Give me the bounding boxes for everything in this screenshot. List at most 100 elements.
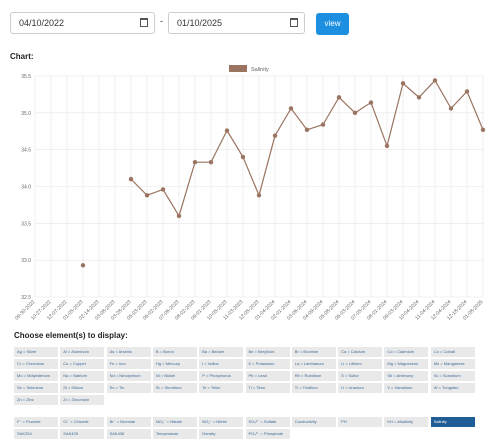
calendar-icon	[140, 18, 148, 27]
point	[400, 81, 406, 86]
element-button[interactable]: SAK405	[60, 429, 105, 439]
view-button[interactable]: view	[316, 13, 349, 35]
element-button[interactable]: Ag = Silver	[14, 347, 58, 357]
element-button[interactable]: Fe = Iron	[106, 359, 151, 369]
element-button[interactable]: S = Sulfur	[338, 371, 383, 381]
element-button[interactable]: Density	[199, 429, 244, 439]
element-button[interactable]: Ni = Nickel	[152, 371, 197, 381]
calendar-icon	[290, 18, 298, 27]
point	[368, 100, 374, 105]
element-button[interactable]: Conductivity	[291, 417, 336, 427]
element-button[interactable]: Zr = Zirconium	[60, 395, 105, 405]
element-button[interactable]: Sr = Strontium	[152, 383, 197, 393]
point	[256, 193, 262, 198]
element-button[interactable]: Br⁻ = Bromide	[106, 417, 151, 427]
start-date-input[interactable]: 04/10/2022	[10, 12, 155, 34]
element-button[interactable]: Mn = Manganese	[430, 359, 475, 369]
element-button[interactable]: La = Lanthanum	[291, 359, 336, 369]
element-button[interactable]: Zn = Zinc	[14, 395, 58, 405]
y-tick-label: 35.0	[21, 111, 31, 117]
point	[272, 133, 278, 138]
element-button[interactable]: Cd = Cadmium	[384, 347, 429, 357]
element-button[interactable]: Al = Aluminum	[60, 347, 105, 357]
element-button[interactable]: B = Boron	[152, 347, 197, 357]
element-button[interactable]: PH	[338, 417, 383, 427]
element-button[interactable]: Tl = Thallium	[291, 383, 336, 393]
point	[336, 95, 342, 100]
element-button[interactable]: Ba = Barium	[199, 347, 244, 357]
element-button[interactable]: Salinity	[430, 417, 475, 427]
legend-label: Salinity	[251, 67, 269, 73]
element-button[interactable]: Sc = Scandium	[430, 371, 475, 381]
point	[224, 128, 230, 133]
element-button[interactable]: Ti = Titan	[245, 383, 290, 393]
point	[304, 127, 310, 132]
element-button[interactable]: Rb = Rubidium	[291, 371, 336, 381]
point	[384, 143, 390, 149]
point	[208, 159, 214, 165]
element-button[interactable]: Br = Bromine	[291, 347, 336, 357]
point	[176, 213, 182, 219]
point	[352, 110, 358, 116]
point	[160, 187, 166, 192]
element-button[interactable]: I = Iodine	[199, 359, 244, 369]
point	[192, 159, 198, 165]
end-date: 01/10/2025	[177, 18, 223, 28]
point	[448, 106, 454, 111]
element-button[interactable]: Na = Natrium	[60, 371, 105, 381]
element-button[interactable]: P = Phosphorus	[199, 371, 244, 381]
element-button[interactable]: Mg = Magnesium	[384, 359, 429, 369]
point	[144, 193, 150, 198]
point	[480, 127, 486, 132]
element-button[interactable]: F⁻ = Fluoride	[14, 417, 58, 427]
element-button[interactable]: K = Potassium	[245, 359, 290, 369]
element-button[interactable]: SO₄²⁻ = Sulfate	[245, 417, 290, 427]
point	[240, 154, 246, 160]
element-button[interactable]: V = Vanadium	[384, 383, 429, 393]
element-button[interactable]: Nd = Neodymium	[106, 371, 151, 381]
point	[320, 122, 326, 127]
element-button[interactable]: Ca = Calcium	[338, 347, 383, 357]
element-button[interactable]: Sb = Antimony	[384, 371, 429, 381]
separator: -	[160, 16, 163, 26]
point	[416, 95, 422, 100]
start-date: 04/10/2022	[19, 18, 65, 28]
y-tick-label: 32.5	[21, 295, 31, 301]
chart: 32.533.033.534.034.535.035.509-30-202210…	[14, 65, 486, 322]
element-button[interactable]: Se = Selenium	[14, 383, 58, 393]
element-button[interactable]: Sn = Tin	[106, 383, 151, 393]
element-button[interactable]: Si = Silicon	[60, 383, 105, 393]
element-button[interactable]: NO₂⁻ = Nitrite	[199, 417, 244, 427]
element-button[interactable]: As = Arsenic	[106, 347, 151, 357]
element-button[interactable]: Be = Beryllium	[245, 347, 290, 357]
element-button[interactable]: SAK254	[14, 429, 58, 439]
elements-heading: Choose element(s) to display:	[14, 331, 128, 340]
y-tick-label: 35.5	[21, 74, 31, 80]
point	[80, 263, 86, 268]
element-button[interactable]: Cr = Chromium	[14, 359, 58, 369]
element-button[interactable]: U = Uranium	[338, 383, 383, 393]
chart-heading: Chart:	[10, 52, 34, 61]
element-button[interactable]: Pb = Lead	[245, 371, 290, 381]
element-button[interactable]: W = Tungsten	[430, 383, 475, 393]
element-button[interactable]: Cu = Copper	[60, 359, 105, 369]
y-tick-label: 33.5	[21, 221, 31, 227]
element-button[interactable]: Co = Cobalt	[430, 347, 475, 357]
element-button[interactable]: SAK436	[106, 429, 151, 439]
element-button[interactable]: Cl⁻ = Chloride	[60, 417, 105, 427]
element-button[interactable]: Mo = Molybdenum	[14, 371, 58, 381]
element-button[interactable]: Temperature	[152, 429, 197, 439]
element-button[interactable]: Li = Lithium	[338, 359, 383, 369]
element-button[interactable]: Hg = Mercury	[152, 359, 197, 369]
end-date-input[interactable]: 01/10/2025	[168, 12, 305, 34]
point	[128, 176, 134, 182]
y-tick-label: 33.0	[21, 258, 31, 264]
element-button[interactable]: Te = Tellur	[199, 383, 244, 393]
y-tick-label: 34.0	[21, 185, 31, 191]
element-button[interactable]: KH = Alkalinity	[384, 417, 429, 427]
element-button[interactable]: NO₃⁻ = Nitrate	[152, 417, 197, 427]
legend-swatch	[229, 65, 247, 72]
element-button[interactable]: PO₄³⁻ = Phosphate	[245, 429, 290, 439]
